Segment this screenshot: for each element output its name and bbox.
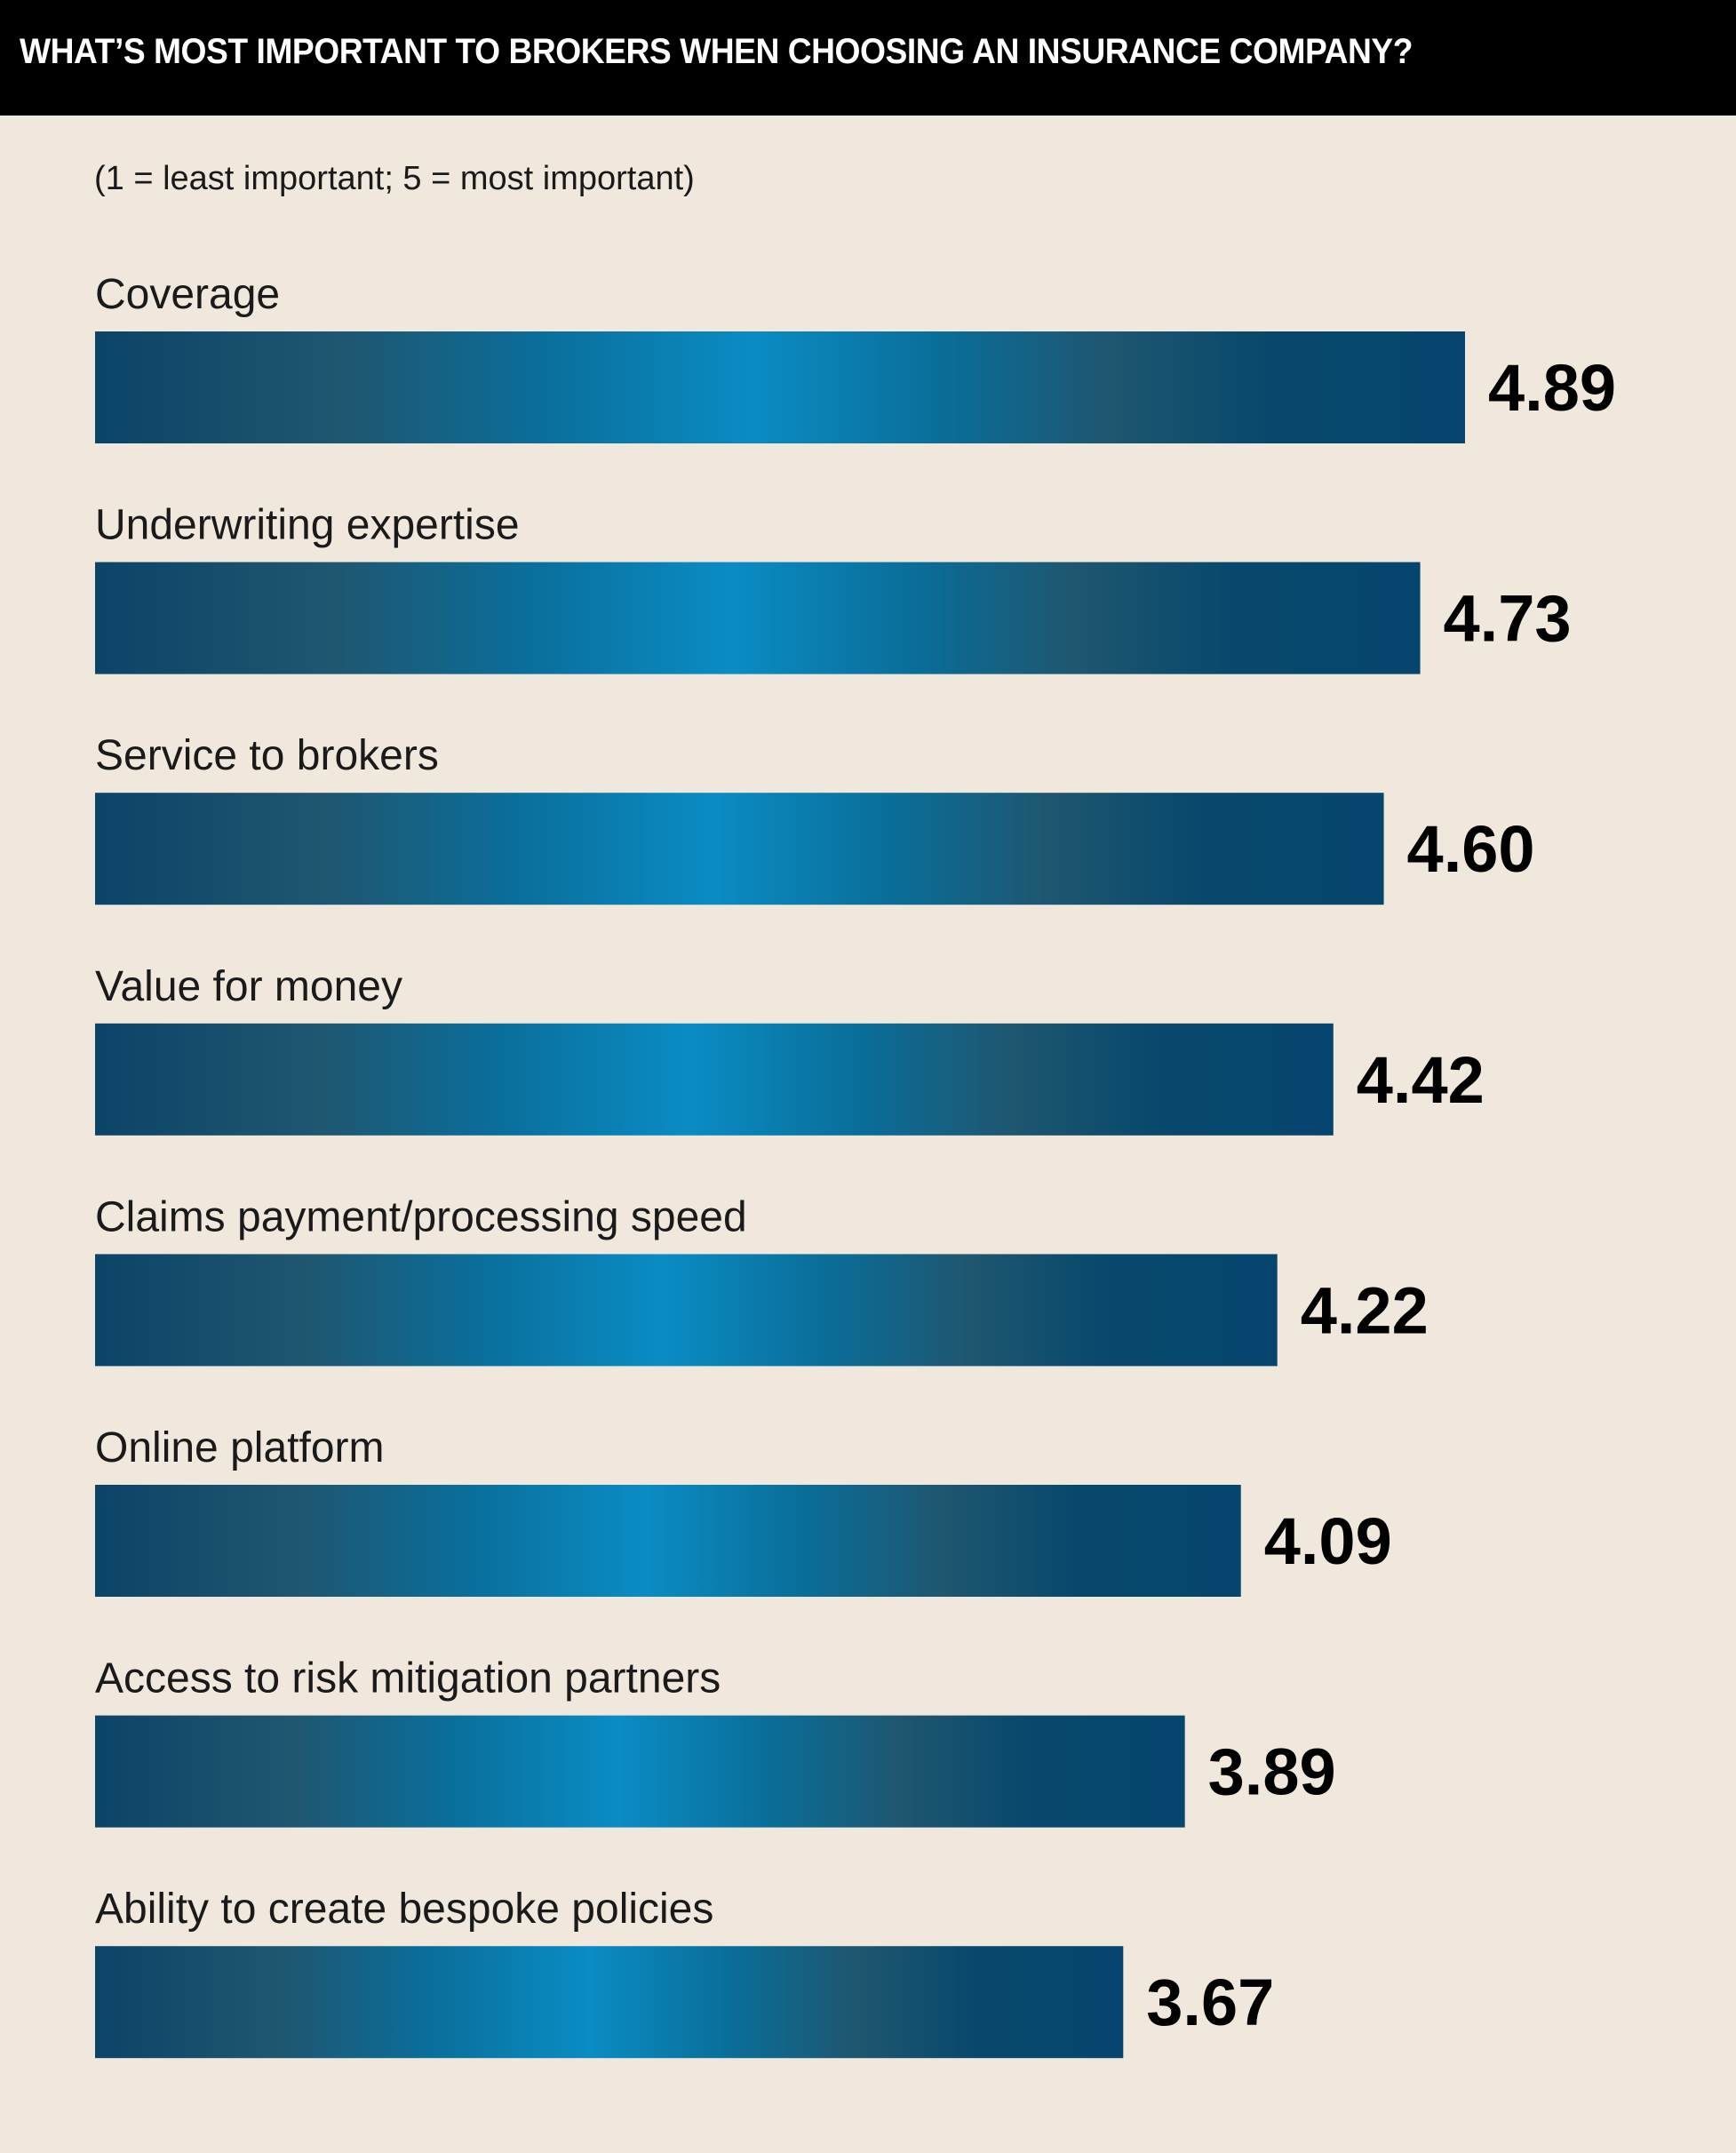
value-label: 4.22: [1301, 1273, 1429, 1347]
bar-group: Online platform 4.09: [95, 1424, 1392, 1597]
bar-group: Service to brokers 4.60: [95, 732, 1535, 905]
bar: [95, 1485, 1241, 1597]
category-label: Coverage: [95, 271, 280, 318]
category-label: Online platform: [95, 1424, 384, 1471]
category-label: Ability to create bespoke policies: [95, 1886, 713, 1933]
value-label: 3.67: [1146, 1966, 1274, 2039]
value-label: 4.89: [1488, 351, 1616, 425]
category-label: Value for money: [95, 963, 402, 1010]
bar: [95, 1715, 1185, 1828]
bar: [95, 331, 1465, 443]
value-label: 3.89: [1208, 1735, 1336, 1809]
bar: [95, 562, 1421, 674]
category-label: Access to risk mitigation partners: [95, 1655, 721, 1702]
category-label: Service to brokers: [95, 732, 439, 779]
value-label: 4.09: [1264, 1504, 1392, 1578]
bar-group: Access to risk mitigation partners 3.89: [95, 1655, 1336, 1828]
value-label: 4.42: [1357, 1043, 1485, 1117]
bar-group: Claims payment/processing speed 4.22: [95, 1193, 1429, 1367]
value-label: 4.60: [1407, 812, 1535, 886]
bars-layer: Coverage 4.89 Underwriting expertise 4.73 Se…: [95, 271, 1616, 2059]
chart-title: WHAT’S MOST IMPORTANT TO BROKERS WHEN CH…: [20, 32, 1413, 71]
bar-group: Coverage 4.89: [95, 271, 1616, 443]
bar-group: Ability to create bespoke policies 3.67: [95, 1886, 1274, 2059]
title-bar: WHAT’S MOST IMPORTANT TO BROKERS WHEN CH…: [0, 0, 1736, 116]
bar: [95, 793, 1384, 905]
chart-subtitle: (1 = least important; 5 = most important…: [94, 160, 695, 197]
bar: [95, 1946, 1124, 2059]
value-label: 4.73: [1444, 582, 1572, 656]
category-label: Claims payment/processing speed: [95, 1193, 747, 1240]
bar: [95, 1254, 1278, 1367]
category-label: Underwriting expertise: [95, 502, 520, 549]
bar-group: Value for money 4.42: [95, 963, 1485, 1136]
bar-group: Underwriting expertise 4.73: [95, 502, 1572, 674]
bar: [95, 1023, 1334, 1136]
